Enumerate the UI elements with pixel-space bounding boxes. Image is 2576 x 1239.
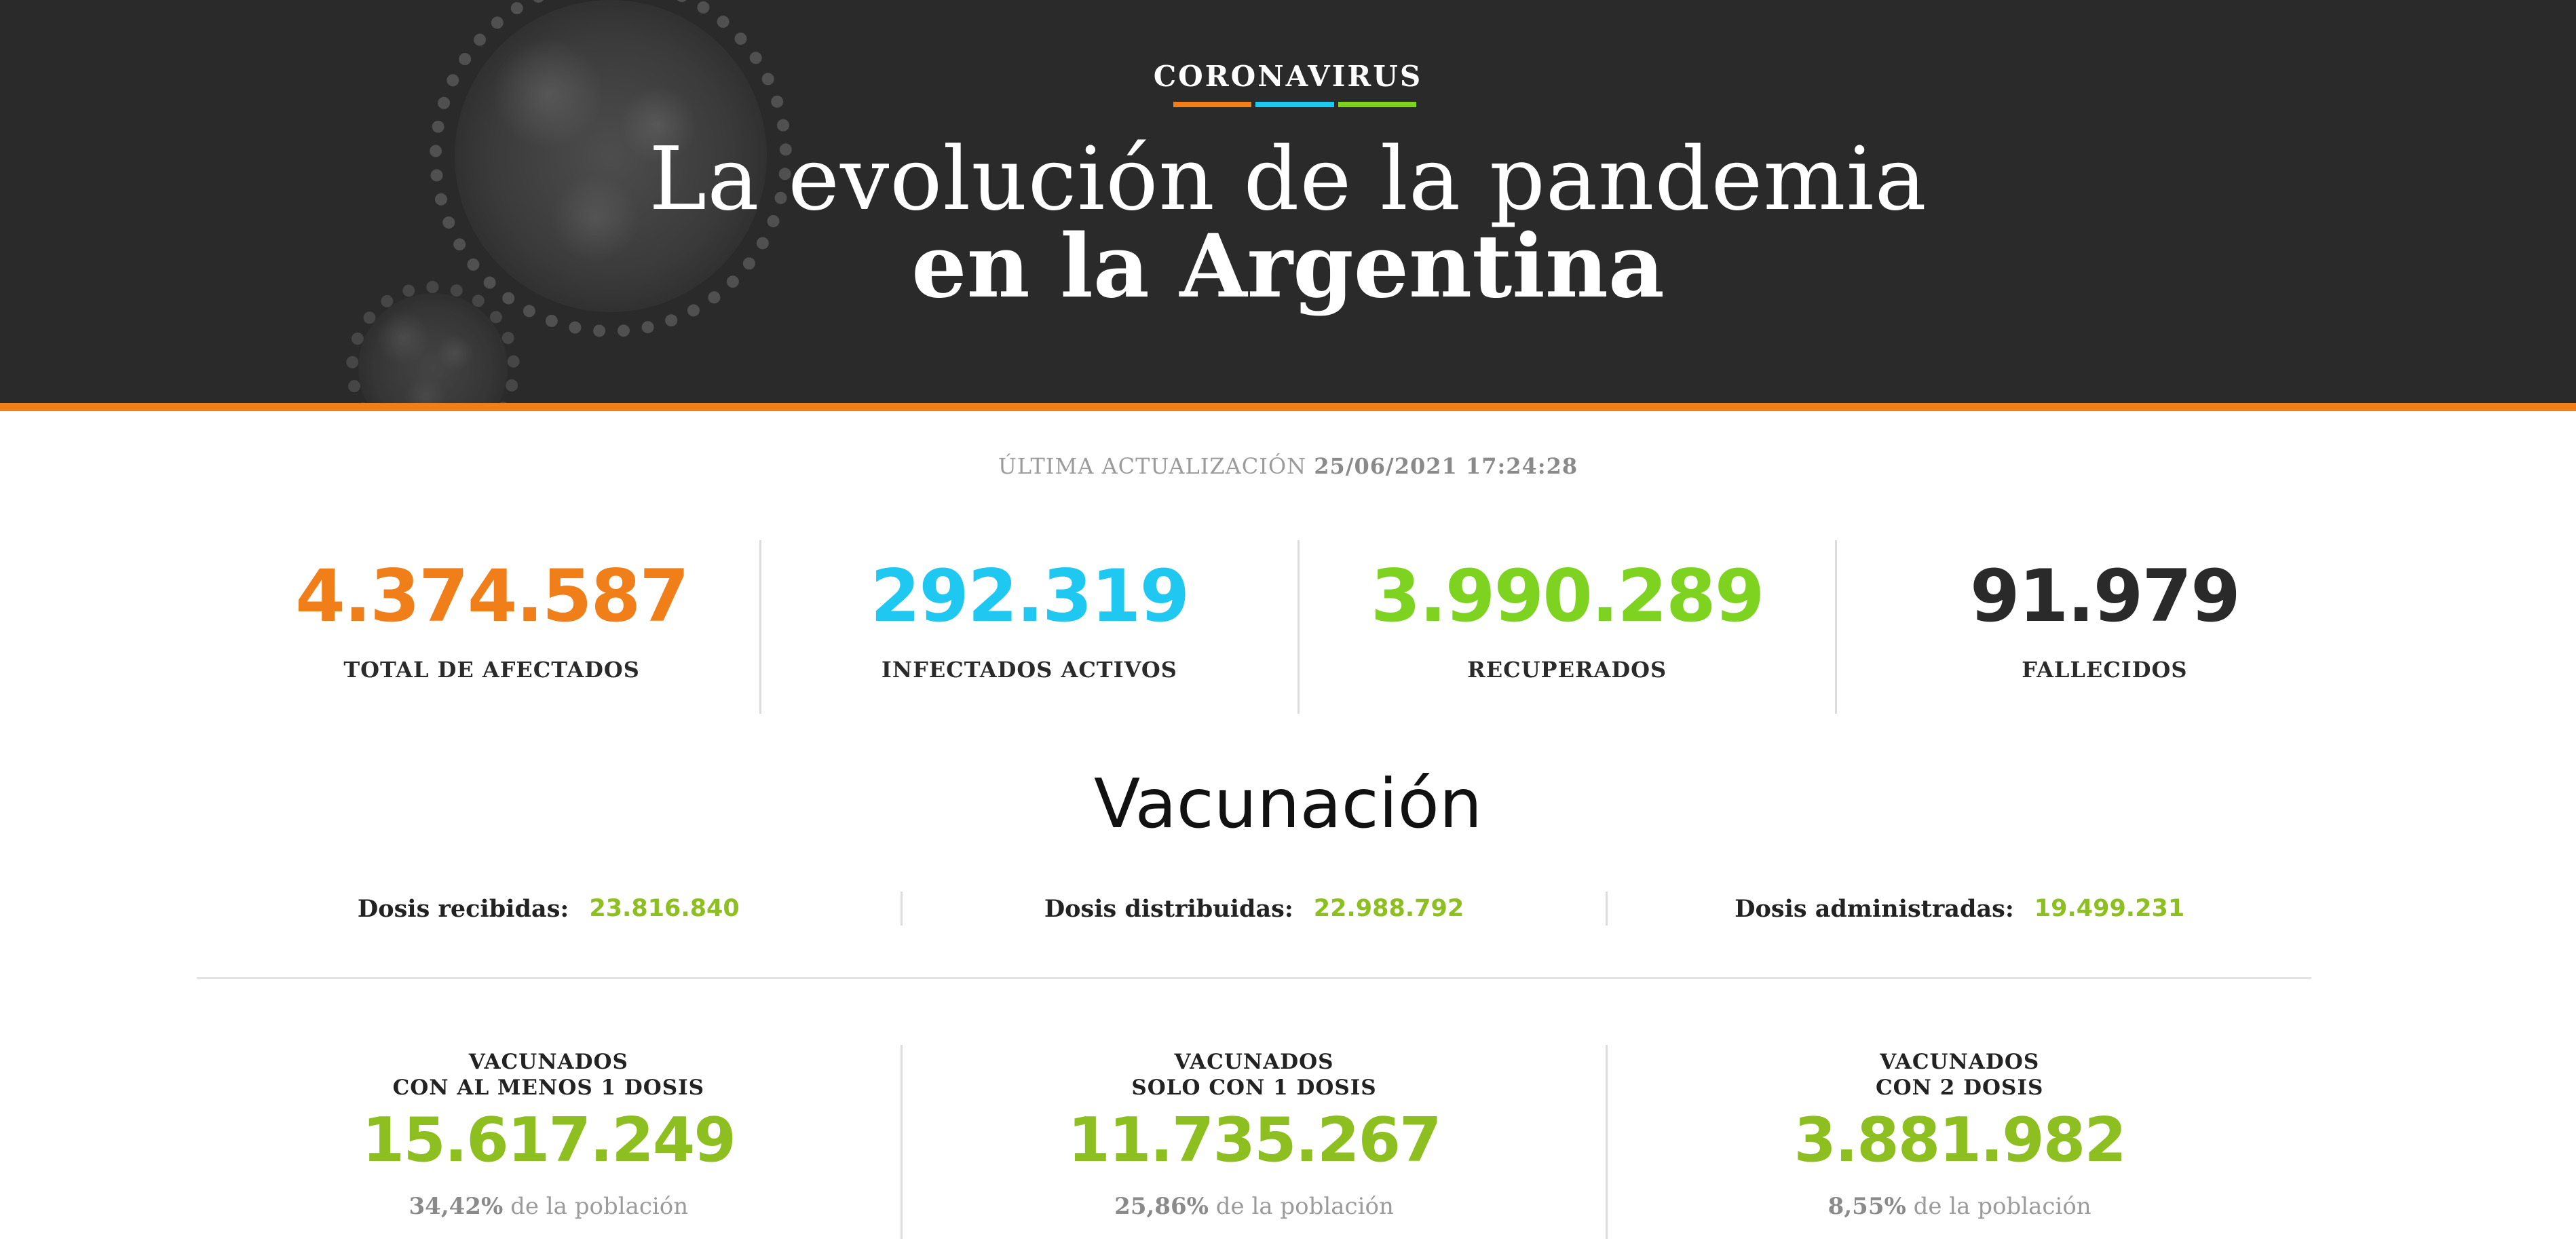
vaccinated-percent: 8,55% de la población [1608,1193,2311,1220]
dose-value: 23.816.840 [589,895,740,922]
stat-label: TOTAL DE AFECTADOS [343,657,640,683]
stat-recovered: 3.990.289 RECUPERADOS [1297,540,1835,714]
vaccinated-two-doses: VACUNADOS CON 2 DOSIS 3.881.982 8,55% de… [1606,1045,2311,1239]
percent-suffix: de la población [1913,1193,2091,1220]
stat-label: INFECTADOS ACTIVOS [881,657,1177,683]
stat-value: 292.319 [870,554,1190,638]
percent-suffix: de la población [1215,1193,1394,1220]
dose-label: Dosis distribuidas: [1044,894,1293,923]
stat-deceased: 91.979 FALLECIDOS [1834,540,2372,714]
hero-banner: CORONAVIRUS La evolución de la pandemia … [0,0,2576,411]
section-divider [197,977,2311,979]
vaccinated-title: VACUNADOS CON AL MENOS 1 DOSIS [197,1049,901,1101]
vaccinated-value: 15.617.249 [362,1105,736,1176]
dose-value: 19.499.231 [2034,895,2185,922]
vaccinated-title-line1: VACUNADOS [468,1050,628,1074]
case-stats: 4.374.587 TOTAL DE AFECTADOS 292.319 INF… [224,540,2372,714]
doses-administered: Dosis administradas: 19.499.231 [1606,892,2311,926]
last-update-label: ÚLTIMA ACTUALIZACIÓN [998,453,1307,479]
dose-label: Dosis recibidas: [357,894,569,923]
section-kicker: CORONAVIRUS [1153,60,1423,93]
hero-bottom-stripe [0,403,2576,411]
vaccinated-title: VACUNADOS SOLO CON 1 DOSIS [903,1049,1606,1101]
stat-active-infected: 292.319 INFECTADOS ACTIVOS [759,540,1297,714]
dose-label: Dosis administradas: [1735,894,2014,923]
page-title-line2: en la Argentina [911,216,1665,318]
vaccinated-title-line2: CON 2 DOSIS [1876,1075,2044,1100]
vaccinated-stats: VACUNADOS CON AL MENOS 1 DOSIS 15.617.24… [197,1045,2311,1239]
dose-value: 22.988.792 [1313,895,1464,922]
kicker-bar-green [1338,102,1416,107]
vaccinated-title: VACUNADOS CON 2 DOSIS [1608,1049,2311,1101]
percent-value: 25,86% [1114,1193,1209,1220]
vaccinated-title-line2: CON AL MENOS 1 DOSIS [392,1075,705,1100]
vaccination-title: Vacunación [1093,764,1483,843]
percent-value: 34,42% [409,1193,504,1220]
vaccinated-value: 11.735.267 [1067,1105,1441,1176]
stat-label: RECUPERADOS [1467,657,1667,683]
kicker-bar-blue [1255,102,1334,107]
last-update: ÚLTIMA ACTUALIZACIÓN 25/06/2021 17:24:28 [0,453,2576,479]
stat-value: 91.979 [1969,554,2241,638]
vaccinated-only-one: VACUNADOS SOLO CON 1 DOSIS 11.735.267 25… [900,1045,1606,1239]
vaccinated-title-line1: VACUNADOS [1174,1050,1334,1074]
percent-suffix: de la población [510,1193,689,1220]
doses-summary: Dosis recibidas: 23.816.840 Dosis distri… [197,892,2311,926]
stat-total-affected: 4.374.587 TOTAL DE AFECTADOS [224,540,759,714]
kicker-color-bars [1173,102,1416,107]
vaccinated-title-line1: VACUNADOS [1880,1050,2040,1074]
kicker-bar-orange [1173,102,1252,107]
stat-value: 3.990.289 [1370,554,1765,638]
page-title-line1: La evolución de la pandemia [649,129,1927,230]
stat-value: 4.374.587 [295,554,689,638]
vaccinated-percent: 34,42% de la población [197,1193,901,1220]
vaccinated-percent: 25,86% de la población [903,1193,1606,1220]
vaccinated-value: 3.881.982 [1794,1105,2127,1176]
doses-received: Dosis recibidas: 23.816.840 [197,892,901,926]
doses-distributed: Dosis distribuidas: 22.988.792 [900,892,1606,926]
stat-label: FALLECIDOS [2022,657,2188,683]
vaccinated-title-line2: SOLO CON 1 DOSIS [1131,1075,1377,1100]
percent-value: 8,55% [1827,1193,1906,1220]
last-update-timestamp: 25/06/2021 17:24:28 [1314,453,1578,479]
vaccinated-at-least-one: VACUNADOS CON AL MENOS 1 DOSIS 15.617.24… [197,1045,901,1239]
